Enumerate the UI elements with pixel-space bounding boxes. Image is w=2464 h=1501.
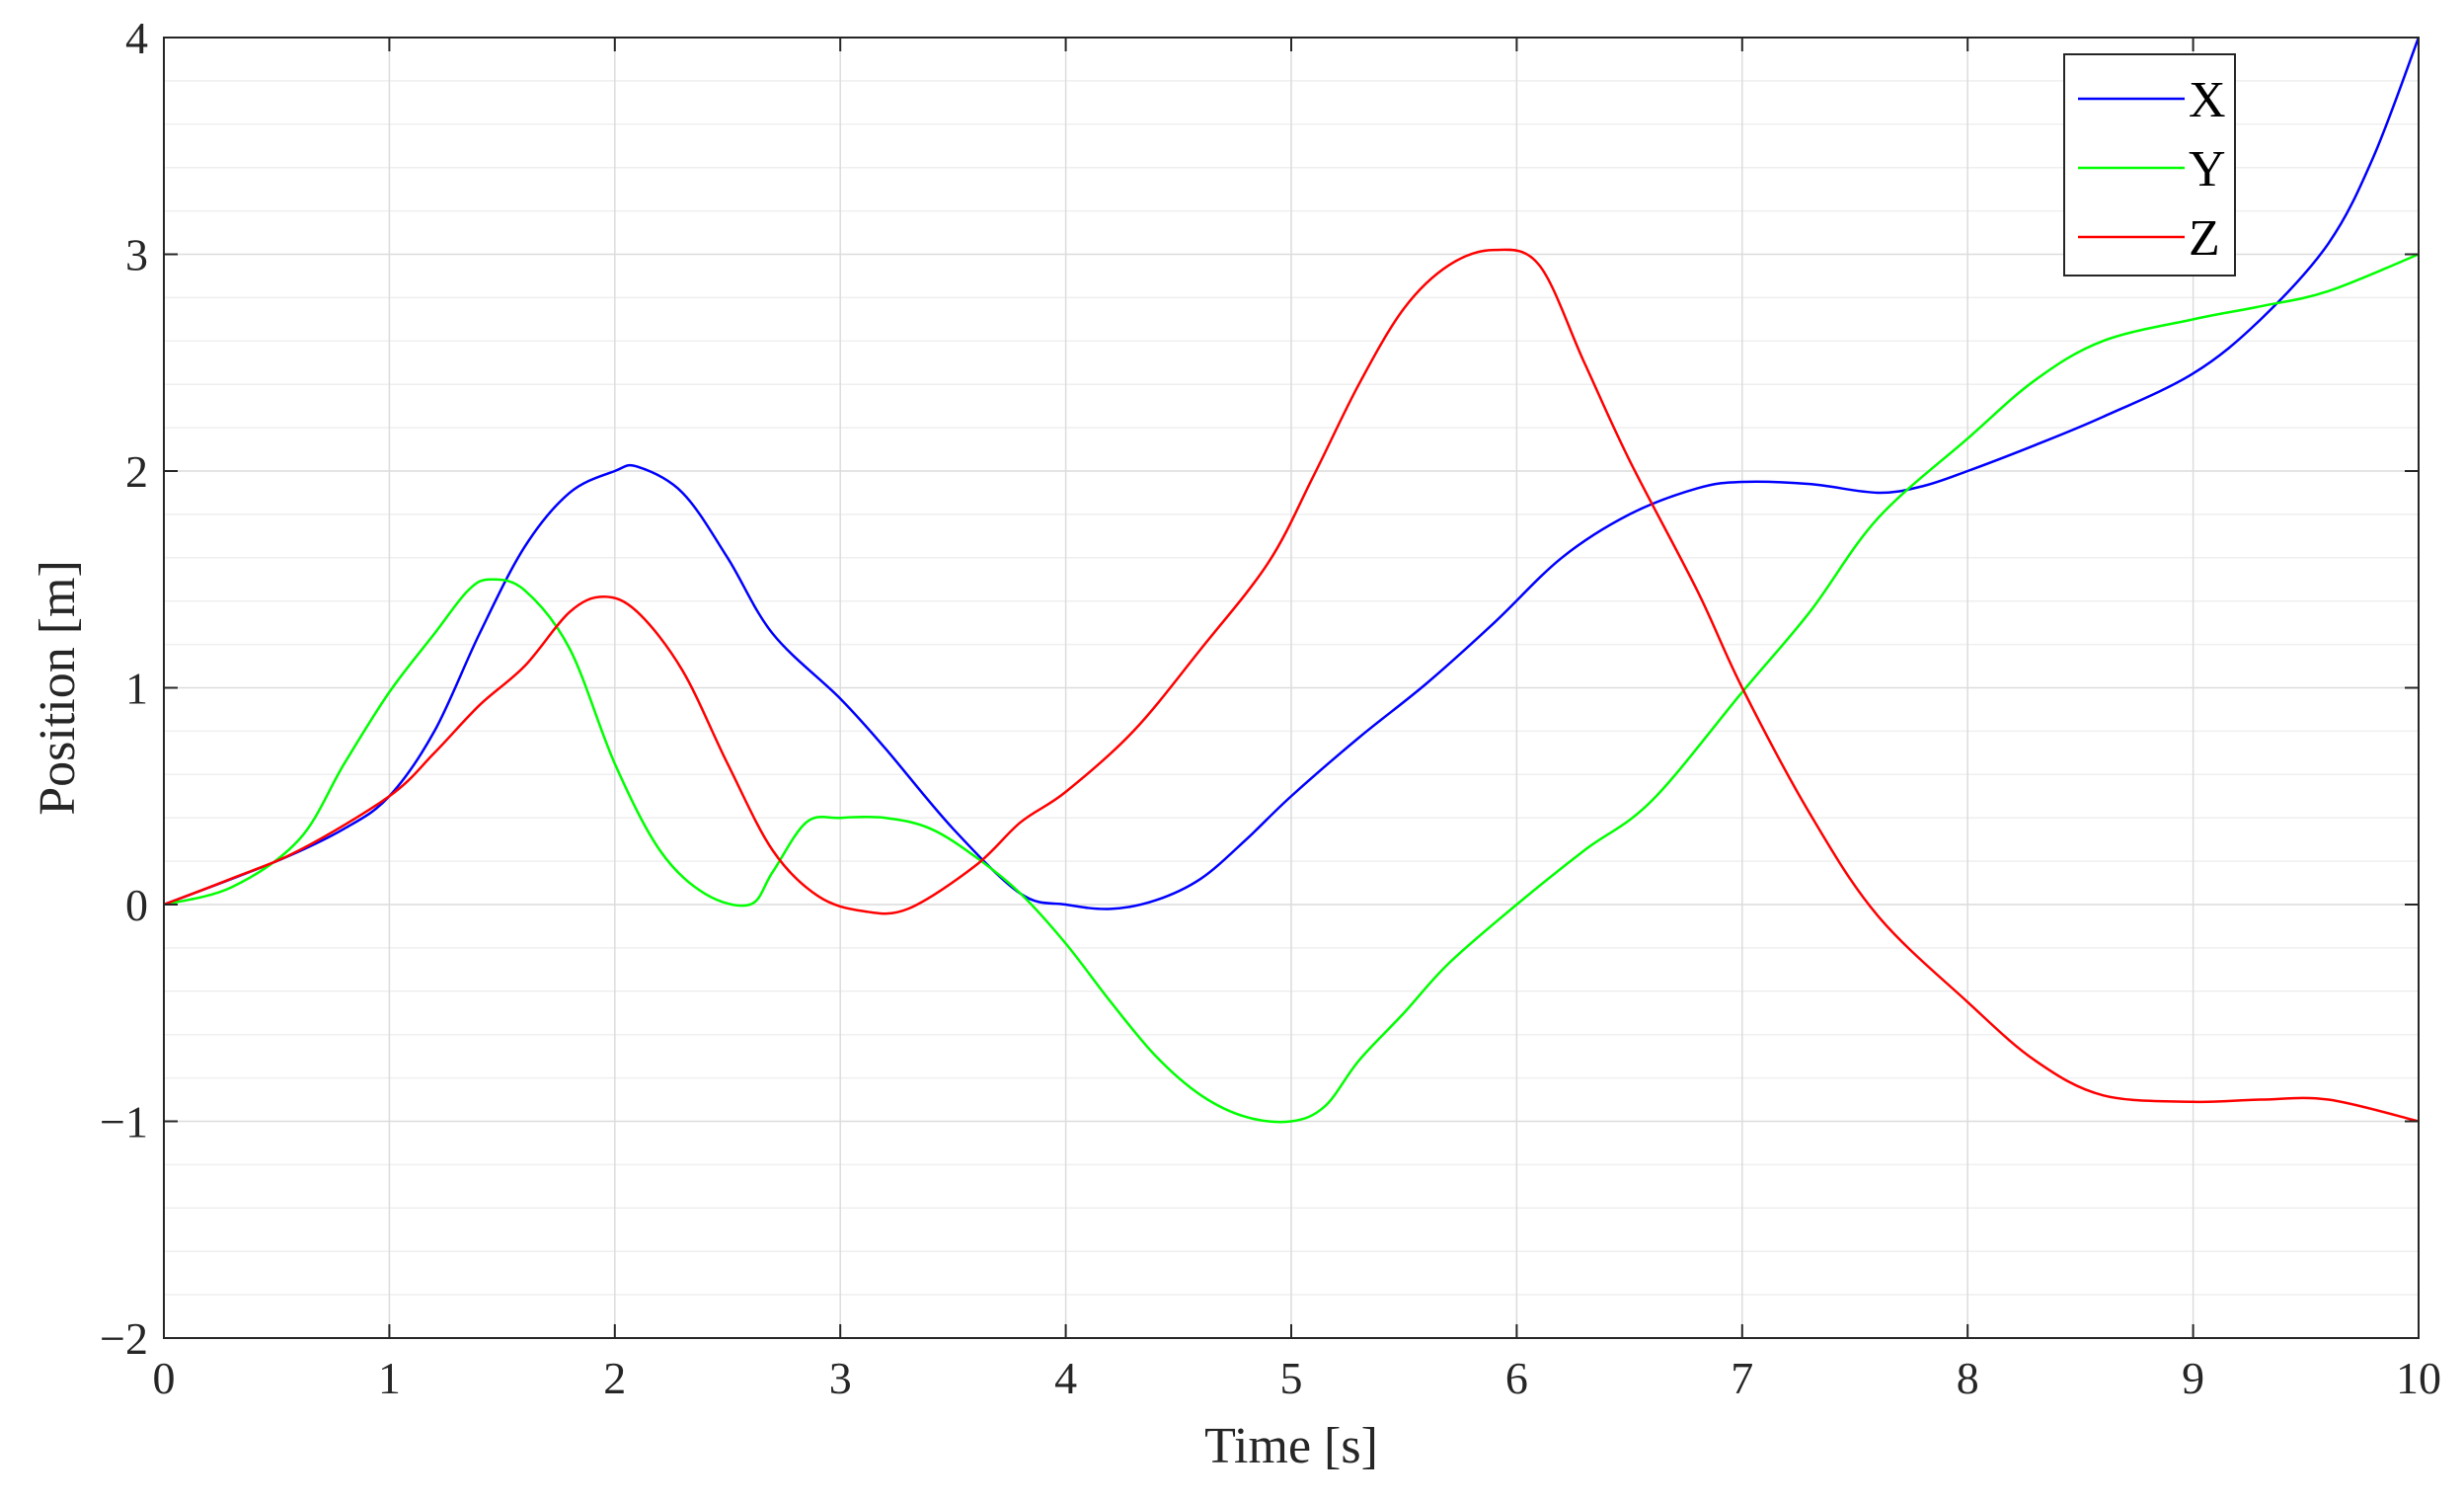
x-tick-label: 4 (1054, 1353, 1077, 1403)
legend-label-z: Z (2189, 210, 2220, 267)
y-tick-label: 4 (125, 13, 148, 63)
x-tick-label: 0 (153, 1353, 176, 1403)
x-tick-label: 1 (378, 1353, 401, 1403)
x-axis-label: Time [s] (1204, 1418, 1378, 1474)
legend-label-y: Y (2189, 141, 2226, 198)
x-tick-label: 9 (2182, 1353, 2204, 1403)
legend-label-x: X (2189, 72, 2226, 128)
y-tick-label: 3 (125, 230, 148, 280)
y-axis-label: Position [m] (30, 560, 86, 816)
legend: X Y Z (2063, 53, 2236, 276)
y-tick-label: 2 (125, 446, 148, 497)
x-tick-label: 6 (1505, 1353, 1528, 1403)
series-line-y (163, 253, 2420, 1124)
x-tick-label: 8 (1957, 1353, 1979, 1403)
y-tick-label: −1 (100, 1097, 148, 1147)
y-tick-label: 1 (125, 664, 148, 714)
series-line-z (163, 248, 2420, 1123)
x-tick-label: 3 (829, 1353, 852, 1403)
x-tick-label: 2 (603, 1353, 626, 1403)
series-line-x (163, 37, 2421, 910)
y-tick-label: 0 (125, 880, 148, 930)
axis-ticks (163, 37, 2420, 1339)
x-tick-label: 5 (1280, 1353, 1303, 1403)
x-tick-label: 10 (2396, 1353, 2441, 1403)
legend-box (2063, 53, 2236, 276)
x-tick-label: 7 (1731, 1353, 1753, 1403)
series-layer (163, 37, 2421, 1124)
y-tick-label: −2 (100, 1313, 148, 1364)
x-axis-tick-labels: 0 1 2 3 4 5 6 7 8 9 10 (153, 1353, 2442, 1403)
y-axis-tick-labels: −2 −1 0 1 2 3 4 (100, 13, 148, 1364)
